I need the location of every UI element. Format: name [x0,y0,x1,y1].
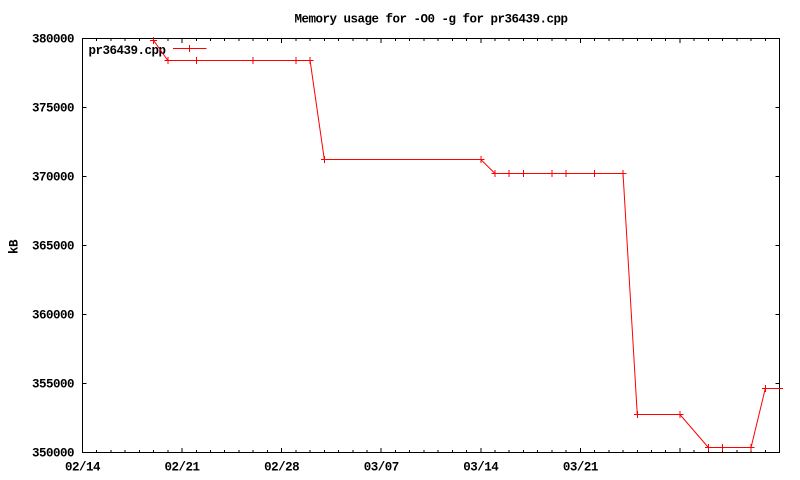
svg-text:pr36439.cpp: pr36439.cpp [89,44,166,58]
svg-text:03/07: 03/07 [364,461,399,475]
svg-text:370000: 370000 [32,171,74,185]
svg-text:03/21: 03/21 [563,461,598,475]
svg-text:02/21: 02/21 [165,461,200,475]
svg-text:360000: 360000 [32,309,74,323]
svg-text:350000: 350000 [32,447,74,461]
svg-text:Memory usage for -O0 -g for pr: Memory usage for -O0 -g for pr36439.cpp [294,13,567,27]
svg-text:03/14: 03/14 [463,461,499,475]
svg-text:02/14: 02/14 [65,461,101,475]
svg-text:365000: 365000 [32,240,74,254]
svg-text:02/28: 02/28 [264,461,299,475]
svg-text:355000: 355000 [32,378,74,392]
svg-text:375000: 375000 [32,102,74,116]
svg-text:kB: kB [8,239,22,254]
svg-text:380000: 380000 [32,33,74,47]
